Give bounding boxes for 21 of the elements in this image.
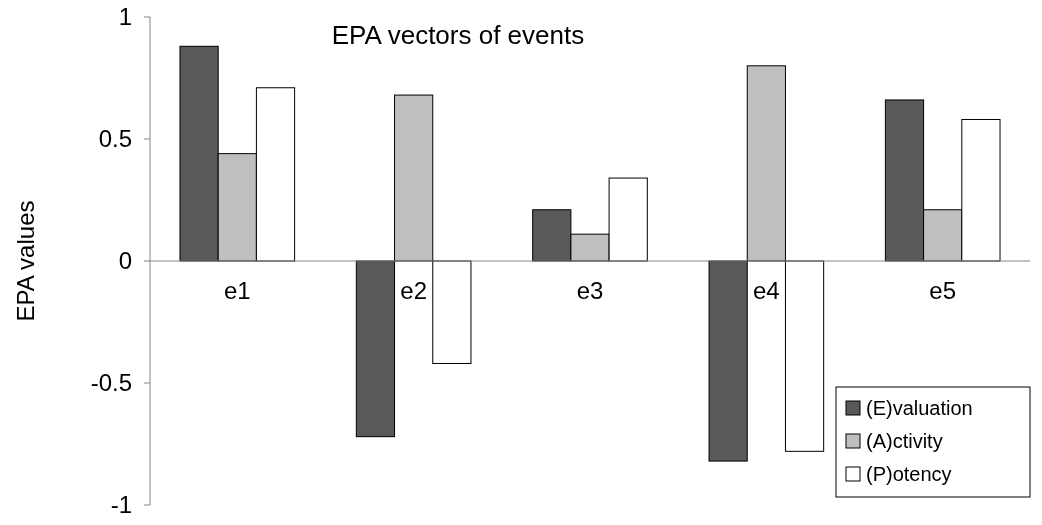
bar (394, 94, 434, 262)
legend-label: (A)ctivity (866, 430, 943, 452)
y-axis-title: EPA values (12, 200, 39, 322)
y-tick-label: -0.5 (90, 369, 132, 397)
y-tick-label: -1 (110, 491, 132, 519)
chart-title: EPA vectors of events (331, 20, 585, 50)
y-tick-label: 0 (118, 247, 132, 275)
bar (746, 65, 786, 262)
bar (784, 260, 825, 452)
bar (708, 260, 748, 462)
x-tick-label: e1 (223, 277, 251, 304)
y-tick-label: 1 (118, 3, 132, 31)
bar (355, 260, 396, 438)
x-tick-label: e5 (929, 277, 957, 304)
x-tick-label: e2 (400, 277, 427, 304)
y-tick-label: 0.5 (98, 125, 132, 153)
x-tick-label: e4 (753, 277, 780, 304)
legend-label: (E)valuation (866, 397, 973, 419)
x-tick-label: e3 (576, 277, 604, 304)
legend-label: (P)otency (866, 463, 952, 485)
bar (432, 260, 472, 364)
